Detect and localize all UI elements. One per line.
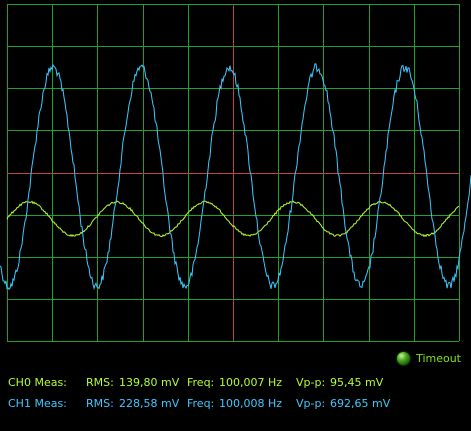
ch1-waveform [0,63,471,290]
oscilloscope-display[interactable] [0,0,471,344]
ch1-vpp-label: Vp-p: [296,397,326,410]
ch0-rms-label: RMS: [86,376,114,389]
ch0-freq-label: Freq: [187,376,215,389]
ch1-freq-label: Freq: [187,397,215,410]
ch0-freq-value: 100,007 Hz [219,376,283,389]
ch0-rms-value: 139,80 mV [119,376,180,389]
ch0-vpp-label: Vp-p: [296,376,326,389]
ch0-vpp-value: 95,45 mV [330,376,384,389]
ch0-label: CH0 Meas: [8,376,67,389]
status-led-icon [397,352,411,365]
ch1-rms-value: 228,58 mV [119,397,180,410]
ch1-rms-label: RMS: [86,397,114,410]
ch1-freq-value: 100,008 Hz [219,397,283,410]
ch1-vpp-value: 692,65 mV [330,397,391,410]
waveform-plot [0,4,471,342]
status-indicator: Timeout [397,352,461,365]
status-label: Timeout [416,352,461,365]
ch1-label: CH1 Meas: [8,397,67,410]
